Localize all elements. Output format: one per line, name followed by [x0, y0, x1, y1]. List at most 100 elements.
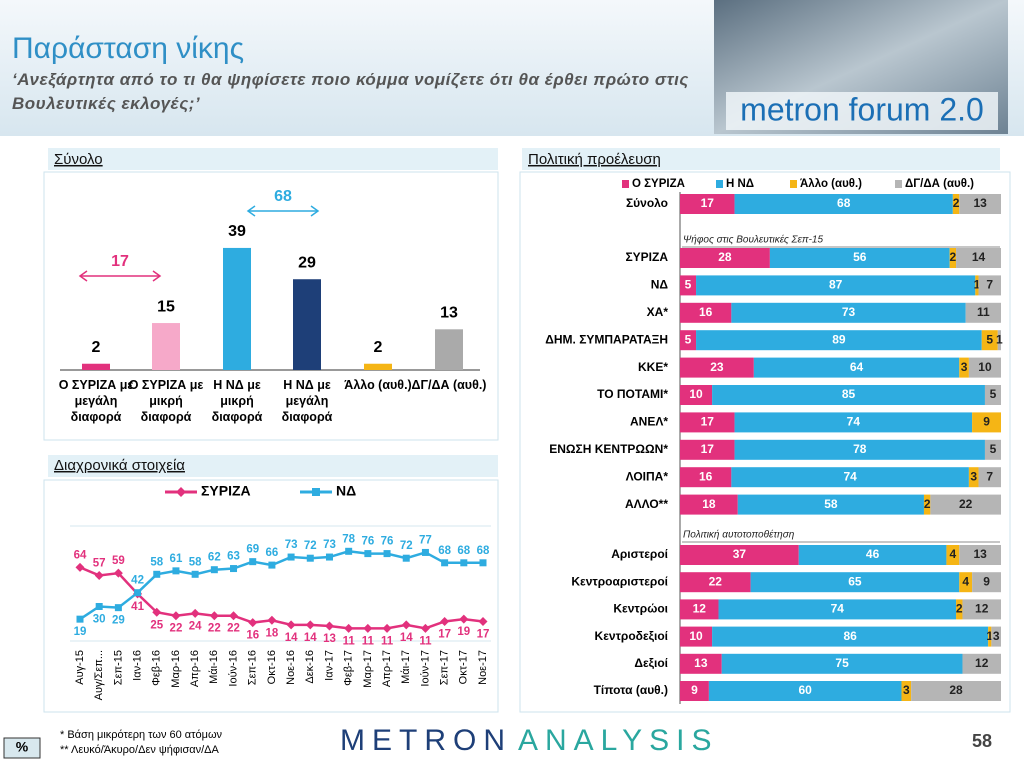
- value-label: 86: [843, 629, 857, 643]
- bar-segment: [984, 439, 1001, 460]
- value-label: 69: [246, 544, 259, 556]
- value-label: 74: [847, 415, 861, 429]
- value-label: 11: [362, 635, 375, 647]
- marker: [478, 616, 488, 626]
- value-label: 37: [733, 547, 747, 561]
- value-label: 17: [477, 628, 490, 640]
- section-title: Διαχρονικά στοιχεία: [54, 457, 185, 474]
- value-label: 11: [419, 635, 432, 647]
- marker: [94, 570, 104, 580]
- marker: [210, 566, 218, 574]
- bar-segment: [731, 302, 966, 323]
- x-tick-label: Μάι-17: [400, 650, 412, 684]
- bar-segment: [978, 467, 1001, 488]
- value-label: 4: [962, 574, 969, 588]
- x-tick-label: Αυγ/Σεπ...: [93, 650, 105, 700]
- panel: [519, 171, 1011, 713]
- x-tick-label: Απρ-16: [189, 650, 201, 687]
- value-label: 17: [438, 628, 451, 640]
- value-label: 7: [986, 469, 993, 483]
- bar-segment: [959, 572, 973, 593]
- marker: [421, 548, 429, 556]
- marker: [190, 608, 200, 618]
- value-label: 5: [986, 332, 993, 346]
- value-label: 78: [853, 442, 867, 456]
- bar-segment: [734, 439, 985, 460]
- value-label: 16: [699, 469, 713, 483]
- section-header: [522, 148, 1000, 170]
- value-label: 64: [74, 549, 87, 561]
- value-label: 2: [924, 497, 931, 511]
- bar-segment: [997, 330, 1001, 351]
- value-label: 17: [701, 415, 715, 429]
- value-label: 58: [150, 556, 163, 568]
- value-label: 25: [150, 619, 163, 631]
- category-label: Άλλο (αυθ.): [344, 378, 412, 392]
- legend-marker: [312, 488, 320, 496]
- value-label: 7: [986, 278, 993, 292]
- bar-segment: [712, 385, 985, 405]
- category-label: Δεξιοί: [634, 656, 668, 670]
- marker: [76, 615, 84, 623]
- category-label: Αριστεροί: [611, 547, 668, 561]
- category-label: ΔΓ/ΔΑ (αυθ.): [411, 378, 487, 392]
- bar-segment: [981, 330, 998, 351]
- value-label: 73: [842, 305, 856, 319]
- marker: [420, 623, 430, 633]
- value-label: 1: [986, 629, 993, 643]
- value-label: 14: [400, 632, 413, 644]
- value-label: 78: [342, 533, 355, 545]
- legend-label: ΔΓ/ΔΑ (αυθ.): [905, 178, 974, 190]
- value-label: 65: [848, 574, 862, 588]
- x-tick-label: Αυγ-15: [74, 650, 86, 685]
- value-label: 11: [343, 635, 356, 647]
- marker: [324, 621, 334, 631]
- value-label: 1: [974, 278, 981, 292]
- value-label: 73: [323, 539, 336, 551]
- value-label: 9: [691, 683, 698, 697]
- marker: [249, 558, 257, 566]
- value-label: 56: [853, 250, 867, 264]
- bar-segment: [962, 599, 1001, 620]
- value-label: 77: [419, 534, 432, 546]
- section-title: Σύνολο: [54, 151, 103, 168]
- value-label: 59: [112, 555, 125, 567]
- x-tick-label: Ιαν-17: [323, 650, 335, 681]
- bar-segment: [680, 248, 770, 268]
- value-label: 5: [990, 442, 997, 456]
- value-label: 14: [972, 250, 986, 264]
- marker: [460, 559, 468, 567]
- value-label: 39: [228, 223, 246, 240]
- value-label: 17: [701, 442, 715, 456]
- value-label: 13: [323, 633, 336, 645]
- x-tick-label: Σεπ-17: [439, 650, 451, 685]
- value-label: 76: [381, 536, 394, 548]
- marker: [401, 620, 411, 630]
- legend-label: ΣΥΡΙΖΑ: [201, 483, 251, 499]
- value-label: 12: [975, 602, 989, 616]
- brand: METRON: [340, 724, 512, 757]
- value-label: 5: [685, 278, 692, 292]
- unit: %: [16, 739, 29, 755]
- bar-segment: [680, 194, 735, 214]
- bar-segment: [680, 626, 713, 647]
- marker: [134, 589, 142, 597]
- legend-marker: [176, 487, 186, 497]
- value-label: 41: [131, 601, 144, 613]
- x-tick-label: Ιούν-17: [419, 650, 431, 687]
- value-label: 68: [457, 545, 470, 557]
- value-label: 22: [170, 623, 183, 635]
- marker: [344, 623, 354, 633]
- x-tick-label: Φεβ-17: [343, 650, 355, 686]
- x-tick-label: Σεπ-15: [112, 650, 124, 685]
- section-header: [48, 455, 498, 477]
- panel: [43, 171, 499, 441]
- marker: [152, 607, 162, 617]
- value-label: 1: [996, 332, 1003, 346]
- marker: [191, 570, 199, 578]
- bar-segment: [975, 275, 979, 296]
- marker: [268, 561, 276, 569]
- value-label: 13: [973, 547, 987, 561]
- marker: [153, 570, 161, 578]
